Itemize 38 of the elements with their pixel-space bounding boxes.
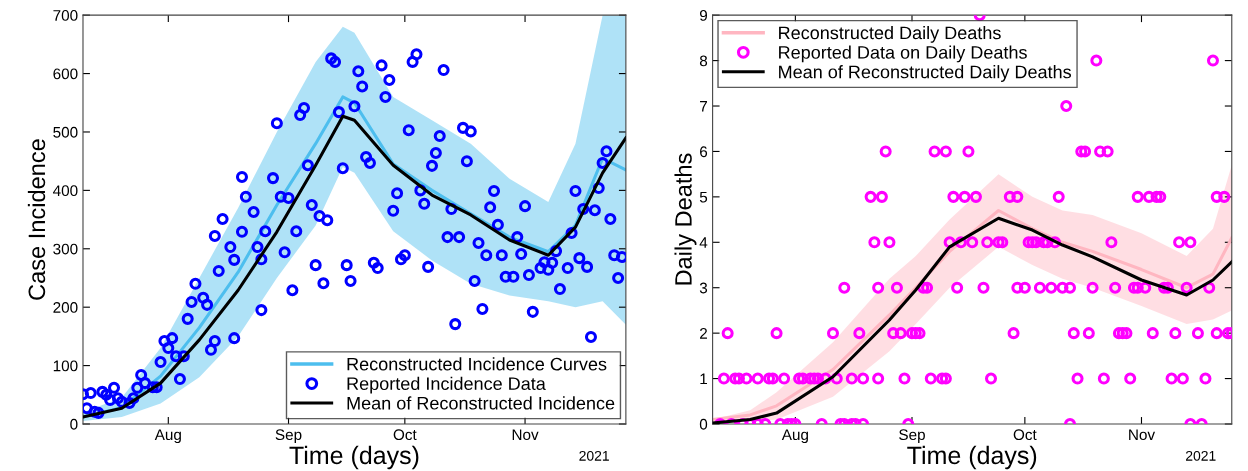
y-tick-label: 700 — [53, 10, 78, 21]
legend-label: Reported Data on Daily Deaths — [779, 45, 1027, 63]
y-tick-label: 600 — [53, 68, 78, 80]
x-tick-label: Oct — [1013, 429, 1037, 441]
legend-label: Reported Incidence Data — [347, 376, 546, 394]
text: 2021 — [579, 450, 609, 461]
y-axis-title: Daily Deaths — [674, 153, 697, 285]
y-tick-label: 3 — [699, 282, 708, 294]
x-tick-label: Sep — [899, 429, 925, 444]
x-axis-title: Time (days) — [289, 445, 419, 470]
x-tick-label: Sep — [275, 429, 302, 444]
y-tick-label: 100 — [53, 360, 78, 372]
x-tick-label: Nov — [1129, 429, 1156, 441]
y-tick-label: 5 — [699, 191, 708, 203]
text: 2021 — [1186, 450, 1216, 461]
y-tick-label: 9 — [699, 10, 708, 21]
y-tick-label: 0 — [70, 418, 78, 430]
y-tick-label: 200 — [53, 302, 78, 313]
y-tick-label: 300 — [53, 243, 78, 255]
y-tick-label: 6 — [700, 146, 708, 158]
legend-label: Mean of Reconstructed Incidence — [347, 396, 615, 410]
y-tick-label: 4 — [699, 237, 708, 248]
x-tick-label: Nov — [512, 429, 539, 441]
y-tick-label: 0 — [699, 418, 708, 430]
legend-label: Mean of Reconstructed Daily Deaths — [779, 65, 1071, 82]
y-tick-label: 1 — [700, 373, 707, 385]
legend-label: Reconstructed Incidence Curves — [347, 357, 607, 371]
y-tick-label: 500 — [53, 126, 78, 138]
y-axis-title: Case Incidence — [27, 139, 46, 300]
y-tick-label: 8 — [699, 55, 708, 67]
x-axis-title: Time (days) — [907, 445, 1037, 470]
legend-label: Reconstructed Daily Deaths — [779, 26, 1001, 43]
y-tick-label: 400 — [52, 185, 78, 197]
y-tick-label: 2 — [700, 328, 707, 339]
x-tick-label: Aug — [781, 429, 808, 444]
x-tick-label: Oct — [393, 429, 417, 441]
x-tick-label: Aug — [154, 429, 181, 444]
y-tick-label: 7 — [700, 101, 707, 112]
